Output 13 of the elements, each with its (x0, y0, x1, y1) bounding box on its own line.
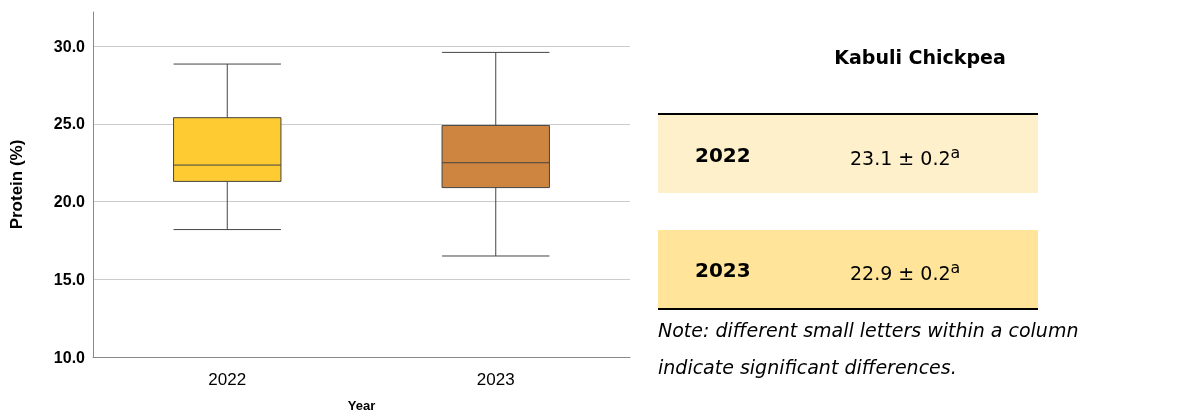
text: 23.1 ± 0.2$^{a}$ (850, 143, 961, 170)
y-tick-label: 15.0 (53, 270, 86, 288)
x-axis-title: Year (347, 398, 376, 413)
text: 2023 (695, 258, 751, 282)
text: 22.9 ± 0.2$^{a}$ (850, 258, 961, 285)
text: Note: different small letters within a column indicate significant differences. (658, 318, 1080, 380)
text: Kabuli Chickpea (833, 46, 1007, 68)
y-tick-label: 20.0 (53, 193, 86, 211)
y-tick-label: 10.0 (53, 348, 86, 366)
y-axis-title: Protein (%) (7, 139, 26, 230)
y-tick-label: 25.0 (53, 115, 86, 133)
text: 2022 (695, 143, 751, 167)
y-tick-label: 30.0 (53, 37, 86, 55)
